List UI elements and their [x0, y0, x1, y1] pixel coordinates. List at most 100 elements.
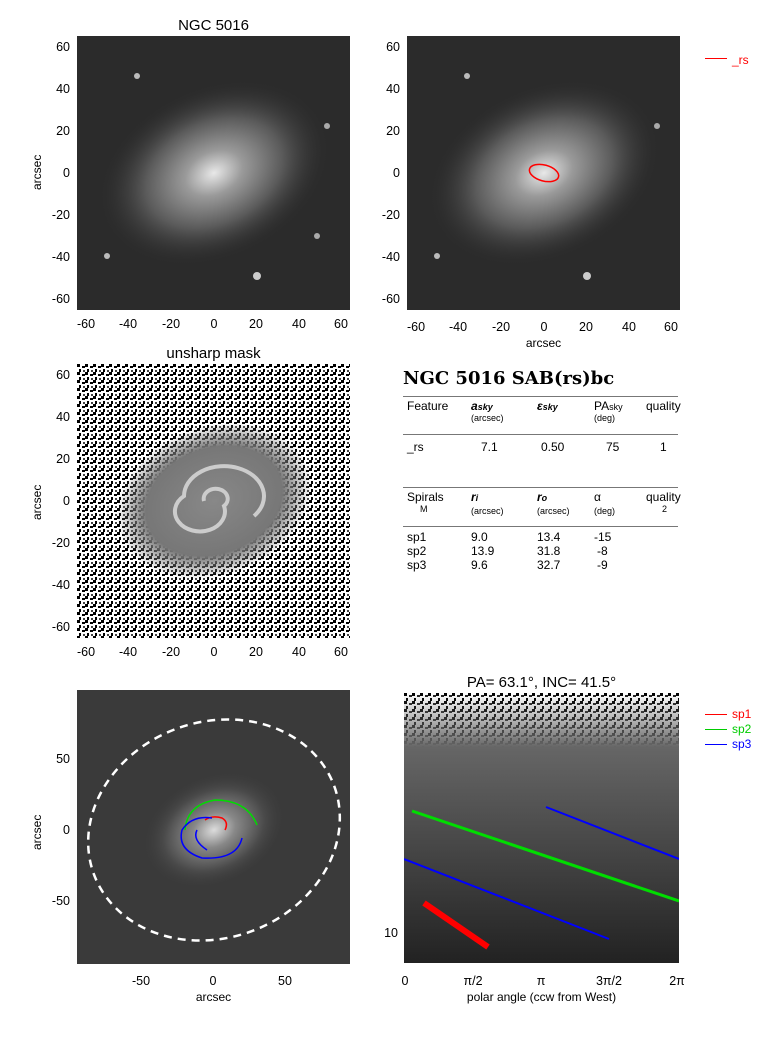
- p2-xtick: -20: [491, 320, 511, 334]
- spiral-overlay-image: [77, 690, 350, 964]
- p1-xtick: 0: [210, 317, 218, 331]
- p3-ytick: 0: [63, 494, 70, 508]
- p2-ytick: 40: [386, 82, 400, 96]
- track-sp3a: [404, 858, 610, 940]
- legend-sp3-swatch: [705, 744, 727, 745]
- p1-xtick: -40: [118, 317, 138, 331]
- spiral-alpha: -8: [597, 544, 608, 558]
- th-ro-sub: o: [541, 493, 548, 503]
- p3-xtick: 60: [334, 645, 348, 659]
- p2-xtick: 60: [664, 320, 678, 334]
- spiral-overlay-panel: [77, 690, 350, 964]
- disk-ellipse: [86, 718, 342, 942]
- panel1-title: NGC 5016: [178, 17, 249, 34]
- th-spirals-m: M: [420, 504, 428, 514]
- feature-pa: 75: [606, 440, 620, 454]
- p5-xtick: 0: [209, 974, 217, 988]
- p3-xtick: 40: [292, 645, 306, 659]
- p6-xtick: 2π: [669, 974, 685, 988]
- galaxy-ellipse-panel: [407, 36, 680, 310]
- th-eps: εsky: [537, 399, 558, 413]
- spiral-sp3: [180, 816, 243, 859]
- p3-ytick: 40: [56, 410, 70, 424]
- feature-quality: 1: [660, 440, 667, 454]
- legend-rs-swatch: [705, 58, 727, 59]
- galaxy-ellipse-image: [407, 36, 680, 310]
- polar-panel: [404, 693, 679, 963]
- panel6-title: PA= 63.1°, INC= 41.5°: [466, 674, 617, 691]
- th-ro-unit: (arcsec): [537, 506, 570, 516]
- p2-xtick: -40: [448, 320, 468, 334]
- p5-ytick: 50: [56, 752, 70, 766]
- rs-ellipse: [528, 163, 560, 183]
- feature-name: _rs: [407, 440, 424, 454]
- track-sp3b: [545, 806, 679, 860]
- p3-ytick: -60: [51, 620, 70, 634]
- th-pa: PAsky: [594, 399, 623, 413]
- th-spiral-quality: quality: [646, 490, 681, 504]
- th-ri-label: r: [471, 490, 476, 504]
- th-quality: quality: [646, 399, 681, 413]
- spiral-alpha: -15: [594, 530, 612, 544]
- p1-xtick: 20: [249, 317, 263, 331]
- th-pa-unit: (deg): [594, 413, 616, 423]
- spiral-ro: 31.8: [537, 544, 561, 558]
- polar-image: [404, 693, 679, 963]
- p1-ytick: 40: [56, 82, 70, 96]
- p2-xtick: -60: [406, 320, 426, 334]
- p2-xtick: 20: [579, 320, 593, 334]
- spiral-ro: 13.4: [537, 530, 561, 544]
- p5-xtick: -50: [131, 974, 151, 988]
- th-pa-label: PA: [594, 399, 610, 413]
- th-ri-unit: (arcsec): [471, 506, 504, 516]
- p3-xtick: -60: [76, 645, 96, 659]
- feature-a: 7.1: [481, 440, 498, 454]
- p2-ytick: 20: [386, 124, 400, 138]
- p3-xtick: 0: [210, 645, 218, 659]
- p1-ytick: -40: [51, 250, 70, 264]
- p2-ytick: -20: [381, 208, 400, 222]
- spiral-ri: 13.9: [471, 544, 495, 558]
- p3-ytick: -40: [51, 578, 70, 592]
- th-eps-sub: sky: [542, 402, 558, 412]
- p1-ytick: 20: [56, 124, 70, 138]
- p2-ytick: -60: [381, 292, 400, 306]
- track-sp2: [411, 809, 679, 903]
- spiral-sp3b: [195, 829, 208, 851]
- legend-sp2-label: sp2: [732, 722, 752, 736]
- legend-sp2-swatch: [705, 729, 727, 730]
- p6-xtick: 3π/2: [595, 974, 622, 988]
- p2-ytick: 60: [386, 40, 400, 54]
- p3-xtick: 20: [249, 645, 263, 659]
- spiral-sp2: [184, 799, 258, 831]
- th-ri: ri: [471, 490, 478, 504]
- th-pa-sub: sky: [609, 402, 623, 412]
- legend-rs-label: _rs: [732, 53, 749, 67]
- th-a: asky: [471, 399, 493, 413]
- p3-ytick: 20: [56, 452, 70, 466]
- table-rule: [403, 526, 678, 527]
- p3-xtick: -20: [161, 645, 181, 659]
- spiral-name: sp2: [407, 544, 427, 558]
- p1-ytick: -20: [51, 208, 70, 222]
- p6-xtick: π: [536, 974, 546, 988]
- p5-xtick: 50: [278, 974, 292, 988]
- spiral-name: sp1: [407, 530, 427, 544]
- th-alpha: α: [594, 490, 601, 504]
- p1-xtick: 40: [292, 317, 306, 331]
- th-a-unit: (arcsec): [471, 413, 504, 423]
- unsharp-mask-panel: [77, 364, 350, 638]
- p3-xtick: -40: [118, 645, 138, 659]
- panel3-title: unsharp mask: [166, 345, 261, 362]
- p6-xtick: π/2: [463, 974, 483, 988]
- th-ri-sub: i: [475, 493, 479, 503]
- table-rule: [403, 434, 678, 435]
- panel5-xlabel: arcsec: [195, 990, 232, 1004]
- p1-xtick: 60: [334, 317, 348, 331]
- p2-ytick: -40: [381, 250, 400, 264]
- spiral-ro: 32.7: [537, 558, 561, 572]
- table-heading: NGC 5016 SAB(rs)bc: [403, 368, 615, 389]
- p1-xtick: -60: [76, 317, 96, 331]
- spiral-ri: 9.6: [471, 558, 488, 572]
- th-spirals: Spirals: [407, 490, 444, 504]
